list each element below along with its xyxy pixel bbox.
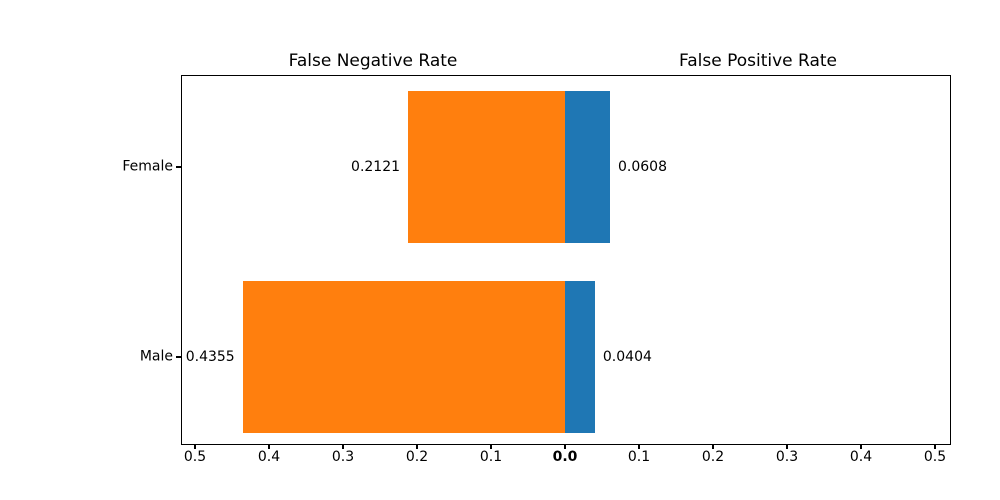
x-tick-zero-label: 0.0 — [552, 449, 578, 465]
x-tick-left-0.3-label: 0.3 — [331, 449, 355, 465]
x-tick-right-0.1-mark — [638, 445, 640, 449]
x-tick-zero-mark — [564, 445, 566, 449]
right-subplot-title: False Positive Rate — [679, 51, 837, 71]
x-tick-left-0.2-mark — [416, 445, 418, 449]
x-tick-right-0.4-mark — [860, 445, 862, 449]
value-label-fnr-male: 0.4355 — [185, 349, 235, 365]
x-tick-left-0.4-mark — [268, 445, 270, 449]
value-label-fpr-female: 0.0608 — [617, 159, 667, 175]
x-tick-right-0.2-label: 0.2 — [701, 449, 725, 465]
x-tick-right-0.3-label: 0.3 — [775, 449, 799, 465]
x-tick-right-0.2-mark — [712, 445, 714, 449]
x-tick-right-0.5-label: 0.5 — [923, 449, 947, 465]
y-tick-label-female: Female — [122, 158, 173, 175]
value-label-fpr-male: 0.0404 — [602, 349, 652, 365]
x-tick-right-0.1-label: 0.1 — [627, 449, 651, 465]
x-tick-left-0.2-label: 0.2 — [405, 449, 429, 465]
x-tick-right-0.3-mark — [786, 445, 788, 449]
x-tick-left-0.4-label: 0.4 — [257, 449, 281, 465]
x-tick-right-0.4-label: 0.4 — [849, 449, 873, 465]
x-tick-left-0.1-mark — [490, 445, 492, 449]
bar-fnr-female — [408, 91, 565, 243]
x-tick-left-0.5-mark — [194, 445, 196, 449]
bar-fpr-female — [565, 91, 610, 243]
bar-fpr-male — [565, 281, 595, 433]
x-tick-left-0.1-label: 0.1 — [479, 449, 503, 465]
bar-fnr-male — [242, 281, 565, 433]
x-tick-right-0.5-mark — [934, 445, 936, 449]
y-tick-label-male: Male — [139, 348, 173, 365]
left-subplot-title: False Negative Rate — [288, 51, 458, 71]
x-tick-left-0.3-mark — [342, 445, 344, 449]
y-tick-mark-male — [176, 356, 181, 358]
value-label-fnr-female: 0.2121 — [351, 159, 401, 175]
y-tick-mark-female — [176, 166, 181, 168]
x-tick-left-0.5-label: 0.5 — [183, 449, 207, 465]
